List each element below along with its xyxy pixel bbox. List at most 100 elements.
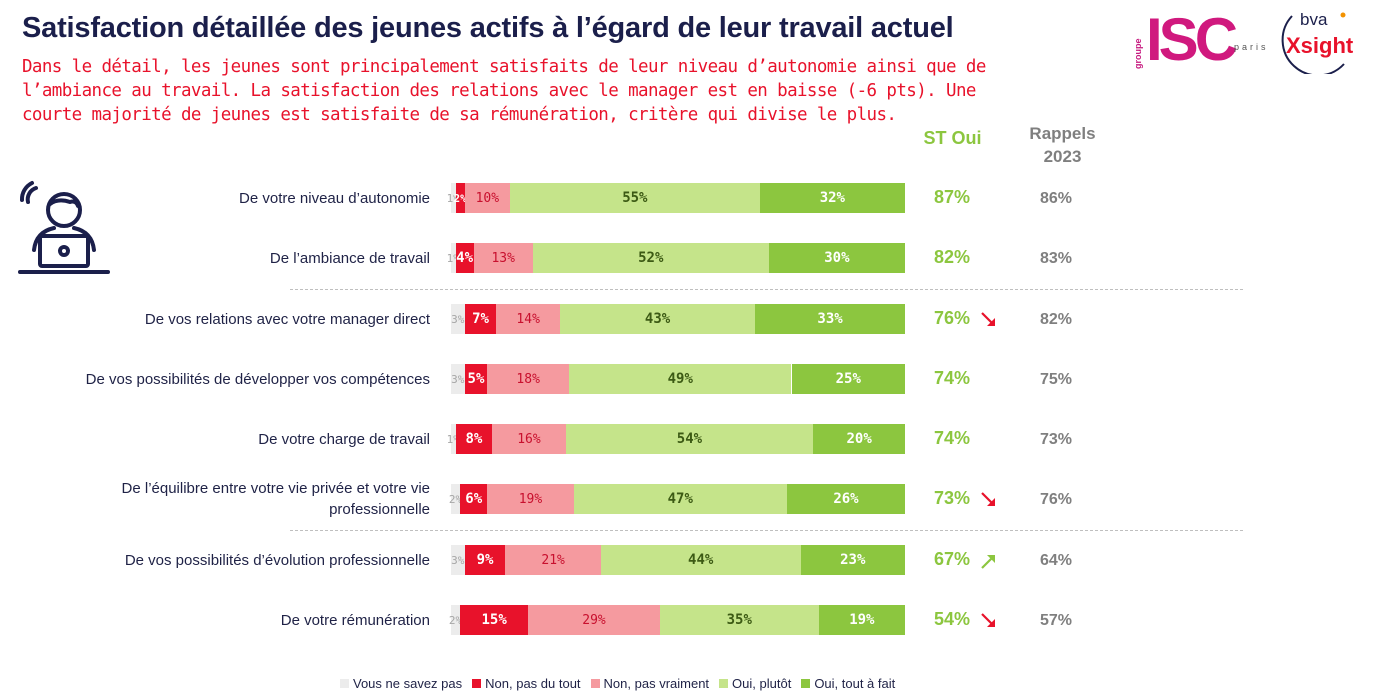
non-pas-du-tout-segment: 4% <box>455 243 474 273</box>
section-divider <box>290 288 1243 290</box>
legend-item: Non, pas du tout <box>472 676 581 691</box>
row-label: De vos possibilités d’évolution professi… <box>124 551 430 569</box>
stacked-bar: 3% 5% 18% 49% 25% <box>451 364 905 394</box>
isc-logo-groupe: groupe <box>1133 38 1143 70</box>
non-pas-vraiment-segment: 21% <box>505 545 601 575</box>
st-oui-value: 67% <box>934 549 971 569</box>
oui-plutot-segment: 49% <box>569 364 792 394</box>
st-oui-value: 76% <box>934 308 971 328</box>
rappel-2023-value: 73% <box>1040 431 1073 448</box>
rappels-header: Rappels 2023 <box>1029 124 1096 166</box>
row-label: De vos relations avec votre manager dire… <box>144 310 430 328</box>
legend-label: Vous ne savez pas <box>353 676 463 691</box>
row-label: De votre niveau d’autonomie <box>239 189 430 207</box>
isc-logo-city: paris <box>1234 42 1269 52</box>
non-pas-vraiment-segment: 10% <box>464 183 510 213</box>
oui-plutot-segment: 54% <box>565 424 814 454</box>
st-oui-value: 74% <box>934 428 971 448</box>
oui-tout-a-fait-segment: 19% <box>818 605 905 635</box>
row-label: De l’équilibre entre votre vie privée et… <box>121 480 430 518</box>
oui-tout-a-fait-segment: 25% <box>791 364 905 394</box>
legend-item: Oui, tout à fait <box>801 676 895 691</box>
st-oui-value: 74% <box>934 368 971 388</box>
non-pas-du-tout-segment: 7% <box>464 304 497 334</box>
stacked-bar: 2% 15% 29% 35% 19% <box>449 605 905 635</box>
legend-swatch <box>801 679 811 688</box>
non-pas-du-tout-segment: 8% <box>455 424 493 454</box>
stacked-bar: 1% 2% 10% 55% 32% <box>447 183 905 213</box>
legend-item: Non, pas vraiment <box>590 676 710 691</box>
legend-item: Vous ne savez pas <box>340 676 462 691</box>
oui-tout-a-fait-segment: 26% <box>786 484 905 514</box>
non-pas-du-tout-segment: 15% <box>460 605 529 635</box>
trend-down-arrow-icon <box>981 312 995 326</box>
rappel-2023-value: 64% <box>1040 552 1073 569</box>
stacked-bar: 1% 4% 13% 52% 30% <box>447 243 905 273</box>
bva-logo-text: bva <box>1300 10 1328 29</box>
st-oui-value: 82% <box>934 247 971 267</box>
legend-label: Oui, tout à fait <box>814 676 896 691</box>
rappel-2023-value: 86% <box>1040 190 1073 207</box>
ne-sait-pas-segment: 3% <box>451 364 465 394</box>
non-pas-du-tout-segment: 9% <box>464 545 506 575</box>
person-at-laptop-icon <box>18 181 110 274</box>
non-pas-vraiment-segment: 13% <box>473 243 533 273</box>
oui-plutot-segment: 55% <box>510 183 760 213</box>
oui-plutot-segment: 35% <box>659 605 819 635</box>
stacked-bar: 3% 9% 21% 44% 23% <box>451 545 905 575</box>
section-divider <box>290 529 1243 531</box>
oui-tout-a-fait-segment: 32% <box>759 183 905 213</box>
oui-tout-a-fait-segment: 30% <box>768 243 905 273</box>
bva-logo-arc-icon <box>1281 12 1346 74</box>
trend-up-arrow-icon <box>981 555 995 569</box>
stacked-bar: 3% 7% 14% 43% 33% <box>451 304 905 334</box>
legend-label: Non, pas du tout <box>485 676 581 691</box>
bva-xsight-logo: bva Xsight <box>1270 6 1370 74</box>
non-pas-du-tout-segment: 6% <box>460 484 488 514</box>
ne-sait-pas-segment: 2% <box>449 605 462 635</box>
non-pas-du-tout-segment: 2% <box>453 183 467 213</box>
stacked-bar: 1% 8% 16% 54% 20% <box>447 424 905 454</box>
isc-logo-name: ISC <box>1146 6 1238 73</box>
oui-plutot-segment: 43% <box>559 304 756 334</box>
row-label: De vos possibilités de développer vos co… <box>85 370 430 388</box>
non-pas-vraiment-segment: 16% <box>492 424 566 454</box>
legend-swatch <box>590 679 600 688</box>
row-label: De votre charge de travail <box>258 430 430 448</box>
isc-logo: groupe ISC paris <box>1133 6 1273 73</box>
legend-swatch <box>472 679 482 688</box>
legend-swatch <box>340 679 349 688</box>
ne-sait-pas-segment: 2% <box>449 484 462 514</box>
oui-tout-a-fait-segment: 23% <box>800 545 905 575</box>
st-oui-value: 73% <box>934 488 971 508</box>
page-subtitle: Dans le détail, les jeunes sont principa… <box>22 57 986 125</box>
trend-down-arrow-icon <box>981 613 995 627</box>
stacked-bar: 2% 6% 19% 47% 26% <box>449 484 905 514</box>
row-label: De votre rémunération <box>280 611 430 629</box>
non-pas-vraiment-segment: 18% <box>487 364 570 394</box>
non-pas-du-tout-segment: 5% <box>464 364 488 394</box>
non-pas-vraiment-segment: 14% <box>496 304 560 334</box>
rappel-2023-value: 76% <box>1040 491 1073 508</box>
ne-sait-pas-segment: 3% <box>451 545 465 575</box>
row-label: De l’ambiance de travail <box>269 249 430 267</box>
legend-label: Oui, plutôt <box>732 676 792 691</box>
rappel-2023-value: 82% <box>1040 311 1073 328</box>
rappel-2023-value: 57% <box>1040 612 1073 629</box>
ne-sait-pas-segment: 3% <box>451 304 465 334</box>
st-oui-value: 87% <box>934 187 971 207</box>
legend-item: Oui, plutôt <box>719 676 791 691</box>
legend-swatch <box>719 679 729 688</box>
oui-tout-a-fait-segment: 20% <box>813 424 905 454</box>
rappel-2023-value: 83% <box>1040 250 1073 267</box>
rappel-2023-value: 75% <box>1040 371 1073 388</box>
oui-tout-a-fait-segment: 33% <box>755 304 905 334</box>
legend-label: Non, pas vraiment <box>603 676 710 691</box>
st-oui-header: ST Oui <box>923 128 982 148</box>
oui-plutot-segment: 44% <box>600 545 801 575</box>
chart-legend: Vous ne savez pas Non, pas du tout Non, pa… <box>340 676 895 691</box>
st-oui-value: 54% <box>934 609 971 629</box>
non-pas-vraiment-segment: 19% <box>487 484 574 514</box>
oui-plutot-segment: 52% <box>532 243 769 273</box>
page-title: Satisfaction détaillée des jeunes actifs… <box>22 12 954 44</box>
